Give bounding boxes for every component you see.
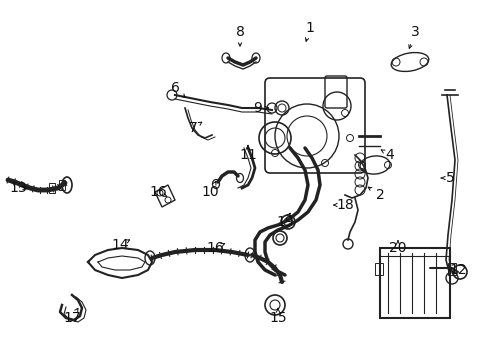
Text: 17: 17 (63, 311, 81, 325)
Text: 14: 14 (111, 238, 128, 252)
Text: 1: 1 (305, 21, 314, 35)
Text: 5: 5 (445, 171, 453, 185)
Text: 11: 11 (239, 148, 256, 162)
Bar (59, 180, 65, 190)
Text: 18: 18 (335, 198, 353, 212)
Text: 12: 12 (448, 263, 466, 277)
Bar (49, 183, 55, 193)
Text: 2: 2 (375, 188, 384, 202)
Text: 20: 20 (388, 241, 406, 255)
Text: 7: 7 (188, 121, 197, 135)
Text: 3: 3 (410, 25, 419, 39)
Text: 16: 16 (149, 185, 166, 199)
Text: 6: 6 (170, 81, 179, 95)
Text: 4: 4 (385, 148, 393, 162)
Bar (447, 263, 455, 275)
Text: 16: 16 (206, 241, 224, 255)
Text: 19: 19 (276, 215, 293, 229)
Text: 8: 8 (235, 25, 244, 39)
Text: 13: 13 (9, 181, 27, 195)
Bar (379, 248, 449, 318)
Text: 9: 9 (253, 101, 262, 115)
Text: 15: 15 (268, 311, 286, 325)
Text: 10: 10 (201, 185, 218, 199)
Bar (374, 263, 382, 275)
